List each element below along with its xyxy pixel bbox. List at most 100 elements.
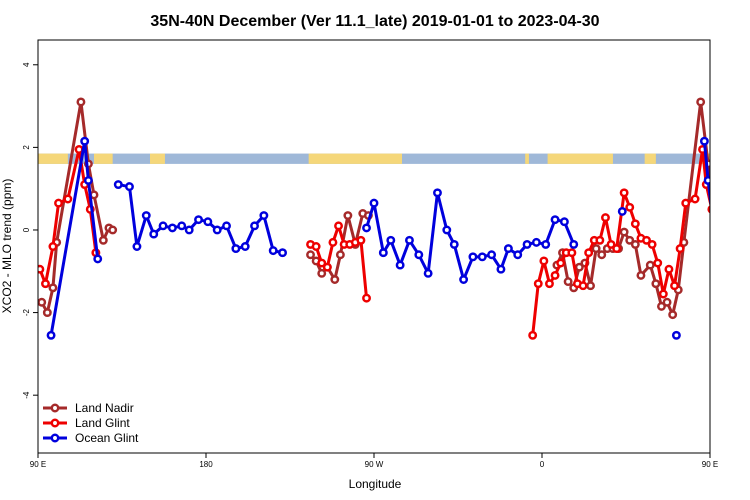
series-line-2-0 bbox=[49, 139, 100, 336]
data-point-1-1-1 bbox=[311, 242, 321, 251]
series-layer bbox=[38, 97, 750, 340]
data-point-2-0-2 bbox=[83, 175, 93, 185]
data-point-0-2-20 bbox=[668, 310, 678, 320]
legend-label-0: Land Nadir bbox=[75, 401, 134, 415]
data-point-2-1-4 bbox=[149, 229, 159, 239]
series-line-0-1 bbox=[309, 211, 369, 282]
data-point-0-2-18 bbox=[657, 301, 666, 311]
data-point-0-2-14 bbox=[630, 239, 640, 249]
y-axis-label: XCO2 - MLO trend (ppm) bbox=[0, 179, 14, 314]
data-point-2-2-18 bbox=[522, 239, 532, 249]
x-tick-label-2: 90 W bbox=[365, 460, 384, 469]
data-point-1-2-3 bbox=[545, 279, 554, 289]
data-point-0-2-19 bbox=[662, 297, 672, 307]
data-point-2-2-7 bbox=[423, 268, 433, 278]
data-point-0-0-2 bbox=[48, 283, 58, 293]
data-point-2-2-8 bbox=[433, 188, 442, 198]
axes: 90 E 180 90 W 0 90 E -4 -2 0 2 4 bbox=[22, 62, 718, 469]
data-point-1-2-22 bbox=[653, 258, 663, 268]
data-point-0-2-7 bbox=[591, 244, 601, 254]
data-point-0-2-27 bbox=[725, 225, 731, 231]
data-point-2-2-19 bbox=[531, 237, 541, 247]
data-point-0-1-0 bbox=[306, 250, 315, 260]
legend-entry-1: Land Glint bbox=[43, 416, 130, 430]
data-point-1-2-27 bbox=[681, 198, 691, 208]
data-point-2-6-1 bbox=[746, 183, 750, 189]
data-point-2-2-10 bbox=[449, 239, 459, 249]
data-point-1-2-14 bbox=[606, 239, 616, 249]
land-ocean-strip bbox=[38, 153, 710, 164]
data-point-2-2-16 bbox=[503, 244, 513, 254]
legend-label-1: Land Glint bbox=[75, 416, 130, 430]
data-point-1-2-7 bbox=[567, 248, 577, 258]
data-point-0-1-5 bbox=[335, 250, 345, 260]
x-tick-label-3: 0 bbox=[540, 460, 545, 469]
data-point-0-1-4 bbox=[330, 275, 340, 284]
data-point-1-2-21 bbox=[647, 239, 657, 249]
data-point-2-2-21 bbox=[550, 215, 560, 225]
data-point-0-0-4 bbox=[76, 97, 86, 107]
data-point-2-2-11 bbox=[459, 275, 469, 284]
land-segment-1 bbox=[94, 153, 113, 164]
data-point-1-0-3 bbox=[54, 198, 63, 208]
data-point-0-2-15 bbox=[636, 270, 646, 280]
data-point-0-2-28 bbox=[729, 227, 735, 233]
x-tick-label-0: 90 E bbox=[30, 460, 46, 469]
data-point-2-1-9 bbox=[194, 215, 203, 225]
data-point-2-1-17 bbox=[268, 246, 278, 256]
data-point-1-2-15 bbox=[612, 244, 622, 254]
data-point-1-1-2 bbox=[317, 258, 327, 268]
data-point-2-2-22 bbox=[559, 217, 569, 227]
legend-entry-2: Ocean Glint bbox=[43, 431, 139, 445]
data-point-2-2-3 bbox=[386, 235, 396, 245]
data-point-2-2-20 bbox=[541, 239, 551, 249]
data-point-2-2-14 bbox=[487, 250, 497, 260]
series-land-glint bbox=[38, 144, 718, 340]
data-point-1-2-25 bbox=[670, 281, 679, 291]
data-point-1-0-4 bbox=[63, 194, 73, 204]
data-point-1-1-10 bbox=[362, 293, 371, 303]
data-point-0-2-12 bbox=[619, 227, 629, 237]
data-point-2-1-11 bbox=[212, 225, 222, 235]
data-point-1-2-32 bbox=[712, 249, 718, 255]
data-point-2-2-17 bbox=[513, 250, 523, 260]
data-point-1-2-24 bbox=[664, 264, 674, 274]
data-point-2-5-1 bbox=[703, 175, 710, 185]
data-point-1-2-16 bbox=[619, 188, 629, 198]
land-segment-3 bbox=[308, 153, 402, 164]
data-point-1-1-4 bbox=[328, 237, 338, 247]
data-point-2-2-12 bbox=[468, 252, 478, 262]
data-point-0-2-16 bbox=[645, 260, 655, 270]
x-tick-label-4: 90 E bbox=[702, 460, 718, 469]
land-segment-5 bbox=[547, 153, 613, 164]
x-axis-label: Longitude bbox=[349, 477, 402, 491]
data-point-0-2-23 bbox=[696, 97, 706, 107]
data-point-1-2-13 bbox=[601, 213, 610, 223]
legend-marker-1 bbox=[50, 418, 60, 428]
data-point-1-2-10 bbox=[584, 248, 594, 258]
data-point-1-2-23 bbox=[658, 289, 668, 299]
y-tick-label-3: 2 bbox=[22, 145, 31, 150]
data-point-1-2-2 bbox=[539, 256, 549, 266]
data-point-0-0-0 bbox=[38, 297, 47, 307]
data-point-2-2-1 bbox=[369, 198, 379, 208]
data-point-0-0-9 bbox=[108, 225, 118, 235]
data-point-1-1-3 bbox=[322, 262, 332, 272]
x-tick-label-1: 180 bbox=[199, 460, 213, 469]
data-point-2-1-16 bbox=[259, 211, 269, 220]
data-point-0-2-4 bbox=[574, 262, 584, 272]
data-point-2-0-3 bbox=[93, 254, 103, 264]
data-point-0-0-7 bbox=[98, 235, 108, 245]
data-point-2-1-7 bbox=[177, 221, 187, 231]
data-point-1-2-20 bbox=[642, 235, 651, 245]
data-point-2-1-18 bbox=[278, 248, 287, 258]
data-point-2-2-15 bbox=[496, 264, 506, 274]
land-segment-2 bbox=[150, 153, 165, 164]
data-point-0-2-13 bbox=[625, 235, 635, 245]
data-point-2-1-15 bbox=[250, 221, 259, 231]
data-point-2-0-1 bbox=[80, 136, 90, 146]
data-point-0-2-17 bbox=[651, 279, 661, 289]
data-point-2-6-0 bbox=[735, 181, 741, 187]
